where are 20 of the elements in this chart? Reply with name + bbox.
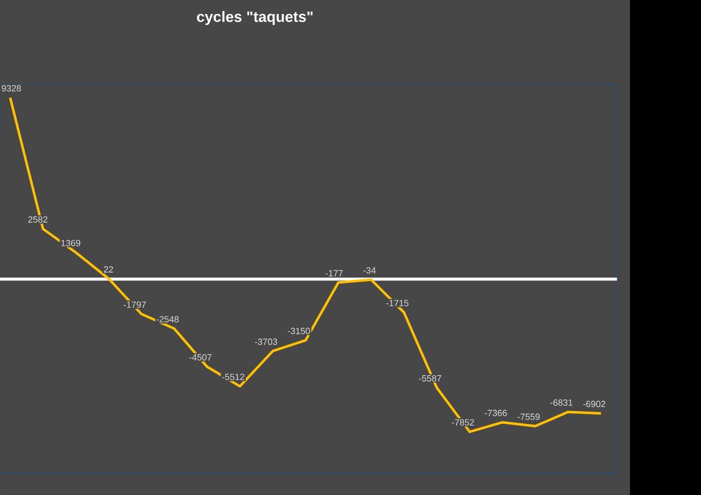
- data-label: 9328: [2, 85, 21, 92]
- data-label: 1369: [61, 240, 80, 246]
- data-label: -7852: [452, 419, 474, 426]
- data-label: -34: [363, 267, 376, 274]
- data-label: -4507: [189, 354, 212, 361]
- data-label: -6831: [550, 399, 572, 406]
- data-label: -2548: [156, 316, 179, 322]
- data-label: -5512: [222, 374, 244, 380]
- data-label: -3703: [255, 338, 278, 345]
- data-label: 22: [104, 266, 113, 272]
- data-label: -6902: [583, 400, 606, 408]
- data-label: -1715: [386, 300, 408, 306]
- data-label: 2582: [28, 216, 48, 223]
- data-label: -7559: [518, 414, 540, 420]
- data-label: -177: [326, 270, 343, 276]
- data-label: -1797: [124, 301, 146, 308]
- chart-title: cycles "taquets": [197, 11, 313, 25]
- data-label: -3150: [288, 328, 310, 334]
- data-label: -5587: [419, 375, 442, 382]
- data-label: -7366: [484, 410, 507, 416]
